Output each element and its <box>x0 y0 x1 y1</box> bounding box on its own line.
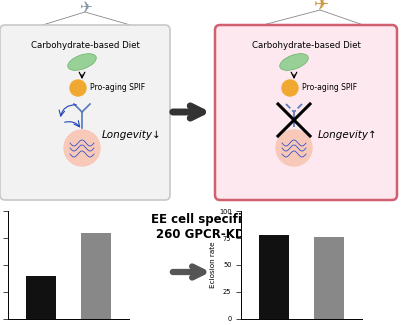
Bar <box>313 237 343 318</box>
Text: 260 GPCR-KD: 260 GPCR-KD <box>155 228 244 241</box>
Text: Pro-aging SPIF: Pro-aging SPIF <box>90 84 145 93</box>
Text: Carbohydrate-based Diet: Carbohydrate-based Diet <box>30 42 139 50</box>
Ellipse shape <box>279 54 308 70</box>
Text: Longevity↓: Longevity↓ <box>102 130 161 140</box>
Bar <box>26 276 56 318</box>
Circle shape <box>64 130 100 166</box>
Text: ✈: ✈ <box>314 0 329 15</box>
Text: EE cell specific: EE cell specific <box>151 214 248 227</box>
FancyBboxPatch shape <box>0 25 170 200</box>
Text: ✈: ✈ <box>79 1 91 16</box>
Circle shape <box>281 80 297 96</box>
Circle shape <box>275 130 311 166</box>
Bar <box>81 233 111 318</box>
Ellipse shape <box>67 54 96 70</box>
Y-axis label: Eclosion rate: Eclosion rate <box>210 241 216 288</box>
Circle shape <box>70 80 86 96</box>
Text: Carbohydrate-based Diet: Carbohydrate-based Diet <box>251 42 360 50</box>
Text: Pro-aging SPIF: Pro-aging SPIF <box>301 84 356 93</box>
Text: Longevity↑: Longevity↑ <box>317 130 377 140</box>
FancyBboxPatch shape <box>215 25 396 200</box>
Bar <box>258 235 288 318</box>
